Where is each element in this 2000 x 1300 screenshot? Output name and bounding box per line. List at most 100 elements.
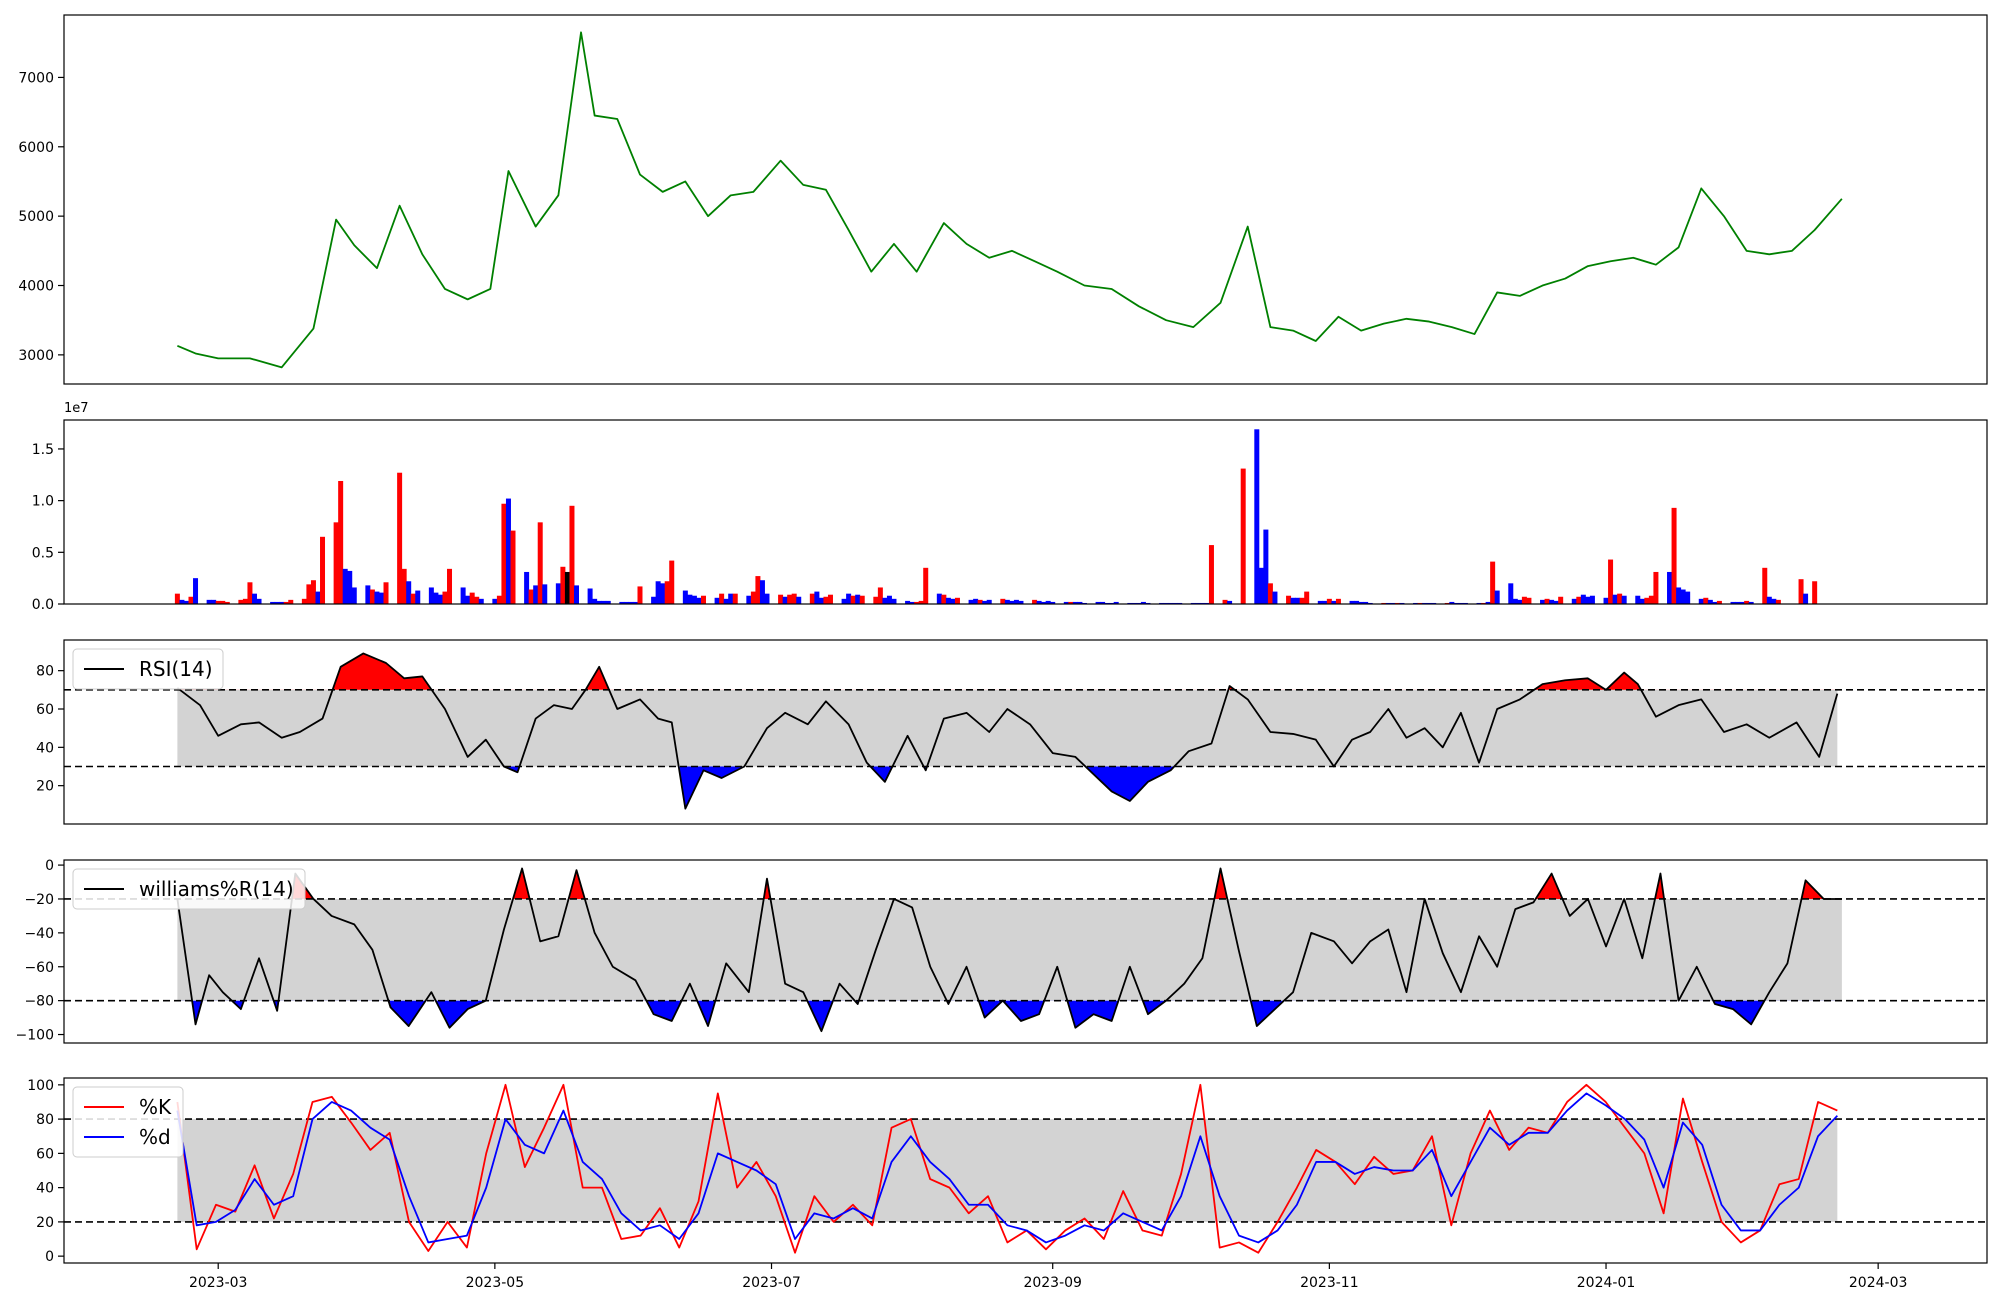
volume-bar xyxy=(433,592,439,604)
volume-bar xyxy=(274,601,280,604)
williams-legend: williams%R(14) xyxy=(72,868,306,910)
y-tick-label: −60 xyxy=(24,960,54,976)
volume-bar xyxy=(1667,571,1673,604)
x-tick-label: 2024-03 xyxy=(1849,1275,1908,1291)
volume-bar xyxy=(855,594,861,604)
y-tick-label: 1.5 xyxy=(32,442,54,458)
plot-frame xyxy=(63,1077,1988,1264)
volume-bar xyxy=(1485,601,1491,604)
volume-bar xyxy=(605,600,611,604)
volume-bar xyxy=(564,571,570,604)
rsi-overbought-fill xyxy=(177,653,1838,690)
y-tick-label: −100 xyxy=(16,1028,54,1044)
y-tick-label: 0 xyxy=(45,1249,54,1265)
rsi-neutral-band xyxy=(177,689,1838,767)
legend-label: %K xyxy=(139,1095,172,1119)
volume-bar xyxy=(682,590,688,604)
volume-bar xyxy=(827,594,833,604)
x-tick-label: 2023-09 xyxy=(1023,1275,1082,1291)
volume-bar xyxy=(1589,595,1595,604)
legend-label: RSI(14) xyxy=(139,657,213,681)
volume-bar xyxy=(778,594,784,604)
volume-bar xyxy=(1068,601,1074,604)
y-tick-label: 40 xyxy=(36,1181,54,1197)
legend-box xyxy=(72,868,306,910)
volume-bar xyxy=(215,600,221,604)
volume-bar xyxy=(1526,597,1532,604)
stochastic-panel: 0 20 40 60 80 100 %K %d 2023-03 2023-05 2023-07 202… xyxy=(27,1077,1988,1291)
volume-bar xyxy=(850,595,856,604)
volume-bar xyxy=(1018,600,1024,604)
williams-line xyxy=(176,867,1842,1033)
volume-bar xyxy=(460,587,466,604)
volume-bar xyxy=(1744,600,1750,604)
volume-bar xyxy=(342,568,348,604)
volume-bar xyxy=(877,587,883,604)
volume-bar xyxy=(406,581,412,604)
volume-bar xyxy=(1517,599,1523,604)
volume-bar xyxy=(1140,601,1146,604)
volume-bar xyxy=(474,596,480,604)
y-tick-label: −20 xyxy=(24,892,54,908)
volume-bar xyxy=(823,596,829,604)
volume-bar xyxy=(714,597,720,604)
volume-bar xyxy=(1095,601,1101,604)
legend-box xyxy=(72,648,224,690)
volume-bar xyxy=(428,587,434,604)
volume-bar xyxy=(211,599,217,604)
volume-bar xyxy=(397,472,403,604)
volume-bar xyxy=(501,503,507,604)
volume-bar xyxy=(1113,601,1119,604)
volume-bar xyxy=(950,598,956,604)
volume-bar xyxy=(1653,571,1659,604)
volume-bar xyxy=(1222,599,1228,604)
y-tick-label: −80 xyxy=(24,994,54,1010)
y-tick-label: 4000 xyxy=(18,279,54,295)
volume-bar xyxy=(986,599,992,604)
volume-bar xyxy=(1621,595,1627,604)
y-tick-label: 3000 xyxy=(18,348,54,364)
volume-bar xyxy=(1735,601,1741,604)
y-tick-label: 60 xyxy=(36,1146,54,1162)
volume-bar xyxy=(809,593,815,604)
volume-bar xyxy=(288,599,294,604)
volume-bar xyxy=(664,581,670,604)
volume-bar xyxy=(1322,600,1328,604)
volume-bar xyxy=(183,600,189,604)
volume-bar xyxy=(310,580,316,604)
volume-bar xyxy=(188,596,194,604)
volume-bar xyxy=(1698,598,1704,604)
volume-bar xyxy=(1544,598,1550,604)
volume-bar xyxy=(619,601,625,604)
y-tick-label: 5000 xyxy=(18,209,54,225)
volume-bar xyxy=(1762,567,1768,604)
volume-bar xyxy=(537,522,543,604)
volume-bar xyxy=(759,580,765,604)
volume-panel: 0.0 0.5 1.0 1.5 1e7 xyxy=(32,401,1988,613)
x-tick-label: 2023-07 xyxy=(742,1275,801,1291)
volume-bar xyxy=(1635,595,1641,604)
volume-bar xyxy=(687,594,693,604)
volume-bar xyxy=(1013,599,1019,604)
volume-bar xyxy=(256,598,262,604)
volume-bar xyxy=(505,498,511,604)
volume-bar xyxy=(696,597,702,604)
volume-bar xyxy=(224,601,230,604)
rsi-legend: RSI(14) xyxy=(72,648,224,690)
volume-bar xyxy=(442,591,448,604)
volume-bar xyxy=(660,583,666,604)
volume-bar xyxy=(1521,596,1527,604)
volume-bar xyxy=(1290,597,1296,604)
volume-bar xyxy=(1798,579,1804,604)
volume-bar xyxy=(859,595,865,604)
volume-bar xyxy=(347,570,353,604)
volume-bar xyxy=(247,582,253,604)
volume-bar xyxy=(437,594,443,604)
volume-bar xyxy=(1812,581,1818,604)
volume-bar xyxy=(206,599,212,604)
plot-frame xyxy=(63,639,1988,825)
volume-bar xyxy=(587,588,593,604)
volume-bar xyxy=(905,600,911,604)
volume-bar xyxy=(1299,597,1305,604)
volume-bar xyxy=(691,595,697,604)
